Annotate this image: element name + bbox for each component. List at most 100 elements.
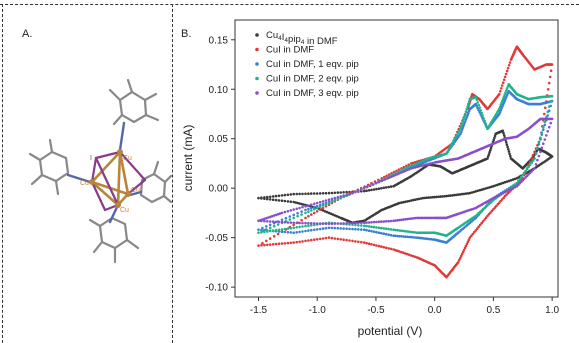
series-1-point — [476, 189, 480, 193]
series-2-point — [476, 227, 479, 230]
series-5-point — [394, 219, 397, 222]
plot-frame — [234, 19, 559, 298]
series-5-point — [295, 221, 299, 225]
series-4-point — [502, 95, 506, 98]
series-5-point — [406, 168, 409, 172]
series-4-point — [427, 157, 431, 160]
series-4-point — [411, 230, 415, 234]
series-5-point — [286, 221, 290, 224]
series-2-point — [407, 253, 411, 257]
series-5-point — [327, 198, 331, 201]
series-2-point — [300, 218, 303, 222]
series-3-point — [257, 228, 260, 231]
series-5-point — [318, 222, 322, 225]
series-5-point — [268, 220, 272, 223]
series-3-point — [318, 227, 322, 231]
series-4-point — [296, 214, 299, 218]
series-4-point — [481, 114, 484, 117]
series-1-point — [289, 193, 293, 196]
series-4-point — [543, 120, 547, 124]
series-2-point — [357, 240, 360, 244]
series-1-point — [443, 195, 446, 198]
series-4-point — [485, 124, 488, 128]
series-4-point — [277, 228, 281, 232]
series-5-point — [274, 220, 278, 224]
series-5-point — [292, 208, 296, 211]
series-1-point — [509, 157, 513, 160]
series-2-point — [372, 243, 376, 247]
series-5-point — [540, 146, 544, 150]
series-4-point — [382, 227, 386, 230]
series-4-point — [476, 101, 480, 104]
series-5-point — [286, 210, 290, 213]
series-1-point — [280, 199, 284, 202]
series-5-point — [396, 219, 399, 222]
series-5-point — [383, 178, 387, 181]
series-4-point — [479, 109, 483, 112]
series-2-point — [461, 250, 465, 254]
series-2-point — [466, 240, 470, 244]
series-4-point — [263, 230, 266, 234]
series-5-point — [301, 221, 304, 225]
series-3-point — [284, 216, 288, 220]
legend-marker — [255, 76, 259, 81]
legend-marker — [255, 62, 259, 66]
series-4-point — [409, 164, 413, 168]
series-5-point — [411, 217, 415, 220]
series-4-point — [467, 102, 470, 106]
series-5-point — [315, 201, 319, 205]
series-2-point — [407, 163, 411, 166]
series-5-point — [318, 200, 322, 204]
series-5-point — [333, 196, 337, 200]
series-2-point — [548, 75, 552, 79]
series-3-point — [370, 229, 373, 233]
series-5-point — [389, 219, 393, 223]
series-4-point — [380, 226, 383, 230]
series-1-point — [292, 200, 296, 204]
series-3-point — [409, 235, 413, 239]
series-2-point — [261, 241, 264, 245]
series-1-point — [437, 195, 440, 199]
series-3-point — [360, 228, 363, 231]
series-3-point — [406, 235, 409, 239]
series-2-point — [382, 245, 386, 249]
series-2-point — [367, 242, 371, 245]
series-1-point — [439, 195, 442, 198]
series-1-point — [413, 198, 417, 201]
series-4-point — [534, 152, 538, 155]
series-2-point — [504, 72, 508, 76]
series-2-point — [499, 87, 503, 90]
series-5-point — [382, 220, 386, 223]
molecule-structure: Cu Cu Cu Cu I — [28, 78, 172, 264]
series-5-point — [292, 221, 296, 225]
series-1-point — [304, 192, 307, 196]
series-2-point — [375, 244, 378, 247]
series-1-point — [487, 153, 491, 156]
series-5-point — [348, 221, 351, 225]
series-4-point — [280, 228, 284, 231]
series-3-point — [375, 230, 378, 234]
series-2-point — [499, 90, 502, 93]
series-4-point — [307, 210, 310, 213]
series-5-point — [276, 212, 280, 216]
series-5-point — [327, 222, 331, 226]
series-4-point — [483, 119, 486, 123]
x-tick-label: 0.0 — [428, 305, 442, 316]
series-5-point — [384, 220, 388, 223]
series-1-point — [423, 196, 427, 200]
series-5-point — [370, 221, 373, 224]
cu-label-1: Cu — [123, 155, 132, 162]
series-1-point — [505, 143, 509, 146]
series-2-point — [377, 178, 380, 182]
series-5-point — [536, 158, 539, 162]
series-3-point — [466, 113, 469, 117]
series-2-point — [370, 243, 373, 246]
series-1-point — [504, 141, 508, 144]
series-3-point — [330, 226, 334, 230]
series-3-point — [280, 218, 284, 222]
series-5-point — [404, 218, 407, 221]
series-1-point — [310, 192, 313, 195]
series-5-point — [360, 221, 363, 225]
y-tick-label: 0.10 — [209, 85, 229, 96]
series-4-point — [301, 225, 304, 228]
